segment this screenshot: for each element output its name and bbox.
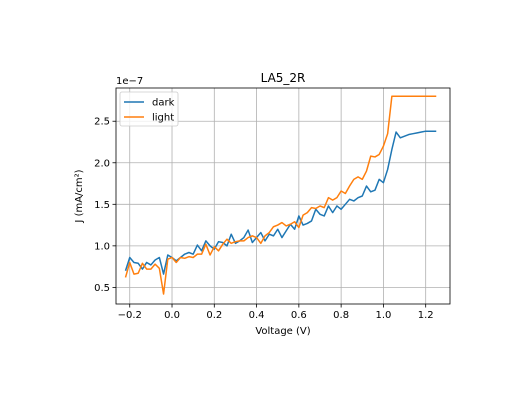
- y-offset-text: 1e−7: [116, 76, 143, 87]
- y-tick-label: 2.0: [94, 158, 110, 169]
- x-tick-label: 1.2: [418, 310, 434, 321]
- legend: dark light: [120, 92, 178, 126]
- y-tick-label: 1.0: [94, 241, 110, 252]
- y-tick-label: 2.5: [94, 117, 110, 128]
- x-tick-label: 0.8: [333, 310, 349, 321]
- x-tick-label: 0.0: [164, 310, 180, 321]
- x-axis-label: Voltage (V): [255, 326, 310, 337]
- x-tick-label: 0.6: [291, 310, 307, 321]
- y-tick-label: 0.5: [94, 283, 110, 294]
- y-tick-label: 1.5: [94, 200, 110, 211]
- chart-title: LA5_2R: [261, 71, 306, 85]
- x-tick-label: 0.2: [206, 310, 222, 321]
- legend-label-light: light: [152, 113, 174, 124]
- x-tick-label: 0.4: [249, 310, 265, 321]
- x-tick-label: 1.0: [375, 310, 391, 321]
- x-tick-label: −0.2: [118, 310, 142, 321]
- legend-label-dark: dark: [152, 98, 175, 109]
- y-axis-label: J (mA/cm²): [74, 169, 85, 223]
